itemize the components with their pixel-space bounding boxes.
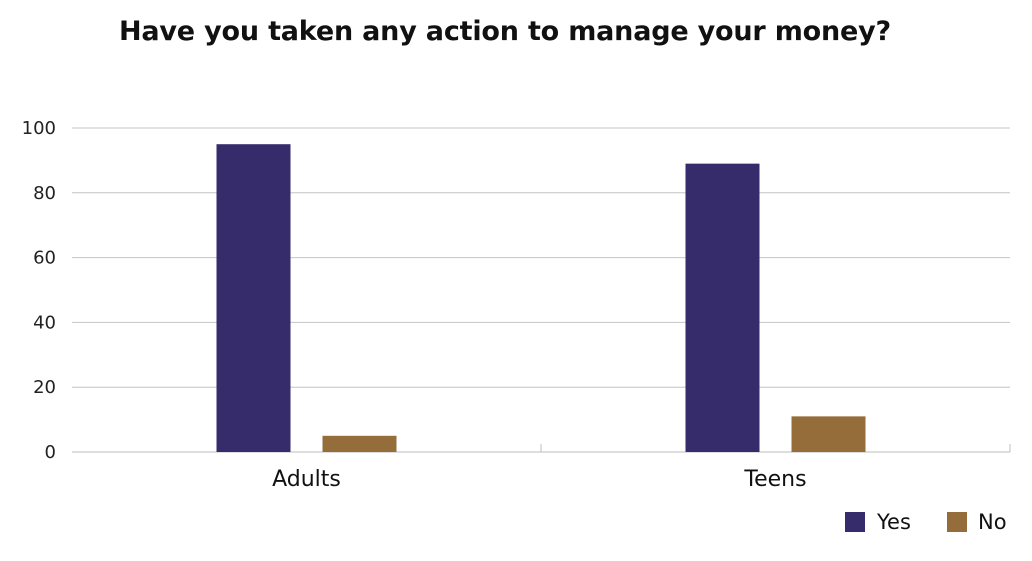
legend-swatch-no bbox=[947, 512, 967, 532]
gridlines bbox=[72, 127, 1011, 453]
y-tick-label: 60 bbox=[33, 248, 56, 269]
y-tick-label: 20 bbox=[33, 377, 56, 398]
y-tick-label: 0 bbox=[45, 442, 56, 463]
chart-title: Have you taken any action to manage your… bbox=[118, 16, 892, 47]
y-tick-label: 40 bbox=[33, 312, 56, 333]
bar-yes-adults bbox=[216, 144, 291, 452]
y-tick-label: 80 bbox=[33, 183, 56, 204]
x-category-label: Adults bbox=[272, 467, 341, 492]
y-axis-ticks: 0 20 40 60 80 100 bbox=[22, 118, 56, 463]
bar-no-teens bbox=[791, 416, 866, 452]
legend-label-no: No bbox=[978, 510, 1007, 534]
bar-no-adults bbox=[322, 435, 397, 452]
legend: Yes No bbox=[845, 510, 1007, 534]
x-axis-labels: Adults Teens bbox=[272, 467, 806, 492]
y-tick-label: 100 bbox=[22, 118, 56, 139]
legend-swatch-yes bbox=[845, 512, 865, 532]
x-category-label: Teens bbox=[743, 467, 806, 492]
bar-yes-teens bbox=[685, 163, 760, 452]
legend-label-yes: Yes bbox=[876, 510, 911, 534]
bars bbox=[216, 144, 866, 452]
